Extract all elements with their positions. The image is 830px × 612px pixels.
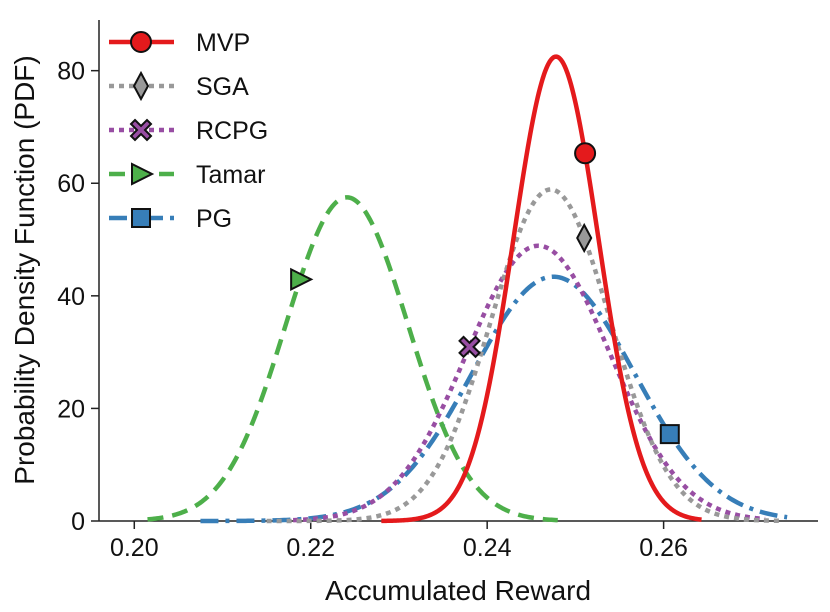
y-tick-label: 60: [57, 170, 85, 198]
series-marker-tamar: [290, 267, 314, 292]
x-tick-label: 0.26: [639, 534, 688, 562]
series-line-tamar: [146, 195, 559, 523]
legend-marker-sga: [132, 70, 150, 102]
series-marker-pg: [659, 424, 680, 445]
x-axis-label: Accumulated Reward: [325, 575, 591, 606]
y-tick-label: 20: [57, 395, 85, 423]
legend-marker-tamar: [131, 162, 155, 186]
series-marker-rcpg: [458, 335, 481, 359]
y-tick-label: 0: [71, 508, 85, 536]
y-tick-label: 80: [57, 58, 85, 86]
legend-label-mvp: MVP: [196, 29, 250, 57]
legend-label-rcpg: RCPG: [196, 117, 268, 145]
x-tick-label: 0.24: [463, 534, 512, 562]
legend: MVP SGA RCPG Tamar PG: [109, 29, 268, 233]
series-marker-sga: [576, 222, 593, 254]
markers: [290, 142, 680, 445]
legend-marker-mvp: [130, 31, 152, 53]
y-axis-label: Probability Density Function (PDF): [9, 55, 40, 484]
legend-label-tamar: Tamar: [196, 161, 265, 189]
series-line-pg: [200, 274, 788, 524]
series-line-sga: [266, 187, 783, 524]
legend-label-pg: PG: [196, 205, 232, 233]
series-marker-mvp: [574, 142, 597, 165]
series-line-mvp: [380, 54, 703, 524]
legend-marker-pg: [131, 208, 151, 228]
curves: [146, 54, 788, 524]
series-line-rcpg: [292, 243, 766, 523]
legend-marker-rcpg: [129, 118, 153, 142]
x-tick-label: 0.22: [286, 534, 335, 562]
y-tick-label: 40: [57, 283, 85, 311]
legend-label-sga: SGA: [196, 73, 249, 101]
x-tick-label: 0.20: [110, 534, 159, 562]
ticks: 0.20 0.22 0.24 0.26 0 20 40 60 80: [57, 58, 688, 562]
